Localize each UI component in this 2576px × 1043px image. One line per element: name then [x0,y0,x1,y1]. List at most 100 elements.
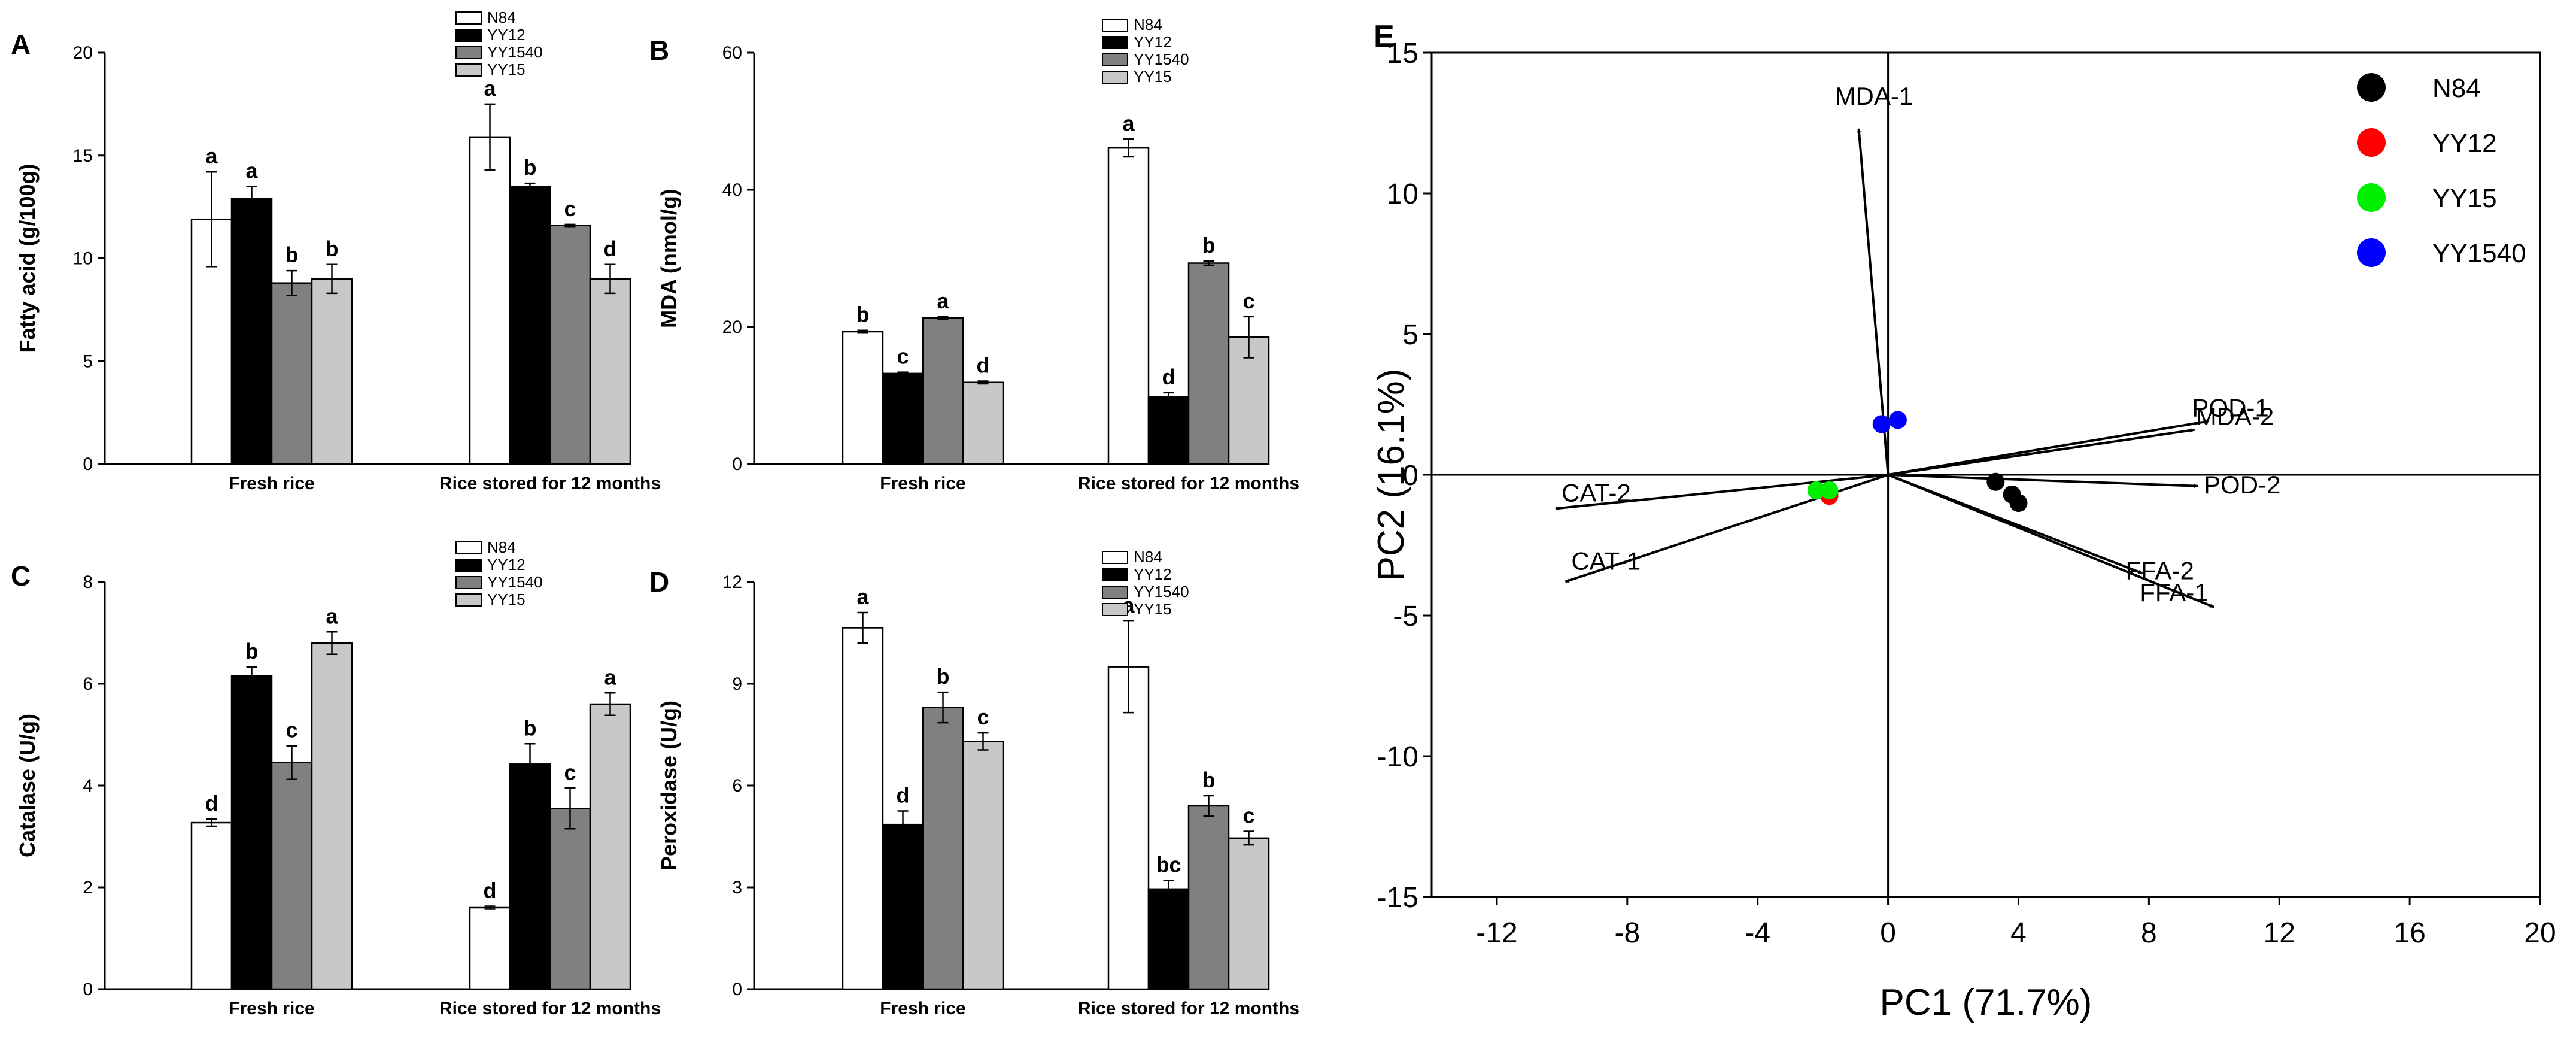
y-tick-label: -15 [1377,882,1418,914]
category-label: Rice stored for 12 months [1078,999,1299,1018]
vector-label: CAT-2 [1562,478,1631,507]
y-tick-label: 15 [73,146,93,166]
y-tick-label: 60 [722,43,742,63]
legend-label: YY12 [487,556,525,574]
error-bar [524,182,536,190]
significance-label: b [524,155,537,180]
bar-n84 [1107,666,1150,990]
legend-swatch [455,576,482,589]
vector-label: POD-2 [2204,471,2280,499]
error-bar [206,818,217,827]
bar-n84 [842,627,884,990]
bar-yy12 [509,763,551,990]
significance-label: a [937,289,949,313]
significance-label: a [484,76,496,101]
legend-label: YY15 [487,590,525,608]
legend-label: YY15 [1134,600,1172,618]
x-tick-label: 4 [2010,917,2027,949]
y-tick-label: 40 [722,180,742,200]
bar-yy15 [589,703,631,990]
legend-swatch [455,46,482,59]
error-bar [937,691,949,724]
legend-label: YY15 [2432,184,2497,213]
x-tick-label: -4 [1745,917,1770,949]
error-bar [857,611,868,644]
y-axis-label: Peroxidase (U/g) [657,701,681,871]
significance-label: b [1202,233,1216,257]
significance-label: d [205,791,218,815]
legend-marker [2357,128,2386,157]
error-bar [206,171,217,268]
error-bar [484,103,496,171]
bar-yy1540 [1187,262,1230,465]
bar-yy1540 [922,317,964,465]
legend-label: YY1540 [487,43,543,61]
panel-a: A 0 5 10 15 20 Fatty acid (g/100g) Fresh rice Ri… [11,8,661,493]
vector-arrow [1555,474,1888,511]
point-yy1540 [1872,415,1891,433]
error-bar [326,263,338,295]
legend-label: N84 [487,538,516,556]
bar-yy15 [311,642,353,990]
error-bar [564,787,576,830]
legend-swatch [455,541,482,554]
legend-label: N84 [2432,74,2481,103]
bar-yy12 [882,372,924,465]
panel-letter: C [11,560,31,592]
category-label: Rice stored for 12 months [439,999,661,1018]
y-tick-label: 6 [83,674,93,694]
legend: N84 YY12 YY15 YY1540 [2357,73,2526,268]
legend-swatch [1102,36,1128,49]
legend-label: YY12 [2432,129,2497,158]
significance-label: b [326,237,339,261]
error-bar [484,905,496,910]
bar-n84 [469,906,511,990]
bar-yy12 [509,186,551,465]
significance-label: d [897,783,910,808]
bar-n84 [1107,147,1150,465]
legend-label: YY15 [1134,68,1172,86]
panel-d: D 0 3 6 9 12 Peroxidase (U/g) Fresh rice Rice st… [649,548,1299,1018]
error-bar [857,329,868,334]
bar-yy1540 [549,225,591,465]
panel-letter: A [11,29,31,60]
significance-label: c [977,705,989,729]
vector-label: FFA-1 [2140,578,2208,607]
loading-vector: MDA-2 [1888,402,2274,476]
legend-swatch [1102,551,1128,564]
x-tick-label: 12 [2264,917,2295,949]
significance-label: b [524,715,537,740]
x-tick-label: 20 [2524,917,2556,949]
error-bar [286,269,297,296]
bar-n84 [842,331,884,465]
bar-n84 [190,821,233,990]
panel-b: B 0 20 40 60 MDA (nmol/g) Fresh rice Rice store… [649,16,1299,493]
y-tick-label: 4 [83,776,93,796]
y-tick-label: 5 [83,351,93,371]
legend-swatch [455,63,482,77]
x-tick-label: 16 [2393,917,2425,949]
point-yy1540 [1888,411,1907,429]
significance-label: c [564,760,576,784]
legend-marker [2357,183,2386,212]
significance-label: c [897,344,909,369]
y-tick-label: 5 [1402,319,1418,351]
legend-label: N84 [487,8,516,26]
panel-c: C 0 2 4 6 8 Catalase (U/g) Fresh rice Rice store… [11,538,661,1018]
loading-vector: MDA-1 [1835,82,1913,475]
legend-swatch [1102,568,1128,581]
legend-label: YY12 [487,26,525,44]
legend-marker [2357,73,2386,102]
significance-label: b [1202,768,1216,792]
vector-label: MDA-2 [2196,402,2274,430]
significance-label: a [856,584,869,609]
bar-yy1540 [271,282,313,465]
category-label: Rice stored for 12 months [439,474,661,493]
significance-label: a [245,158,258,183]
y-axis-label: Fatty acid (g/100g) [15,163,40,353]
error-bar [564,223,576,228]
